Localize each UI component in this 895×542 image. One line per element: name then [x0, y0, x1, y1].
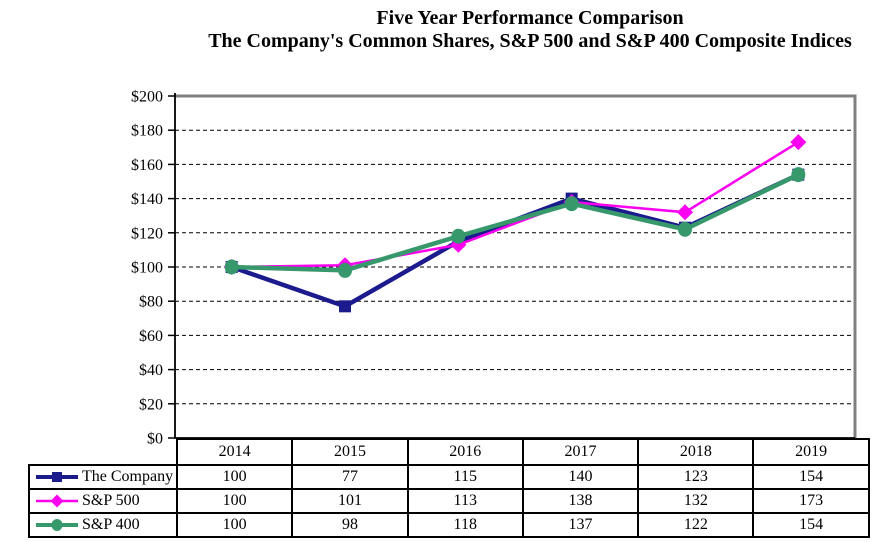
value-cell-s-p-500-2019: 173: [752, 488, 870, 514]
series-name-label: S&P 500: [82, 492, 140, 509]
value-cell-s-p-400-2017: 137: [521, 512, 640, 538]
series-marker-s-p-400: [678, 221, 692, 237]
value-cell-s-p-500-2015: 101: [291, 488, 409, 514]
legend-entry: S&P 500: [31, 492, 175, 510]
series-line-s-p-400: [231, 172, 800, 273]
series-marker-s-p-400: [338, 262, 352, 278]
legend-marker-shape: [52, 472, 62, 482]
value-cell-s-p-400-2016: 118: [406, 512, 524, 538]
y-axis-tick-label: $200: [131, 89, 163, 106]
value-cell-s-p-400-2019: 154: [752, 512, 870, 538]
series-name-label: S&P 400: [82, 516, 140, 533]
value-cell-s-p-500-2016: 113: [406, 488, 524, 514]
legend-entry: The Company: [31, 468, 175, 486]
year-header-cell: 2018: [637, 438, 755, 466]
y-axis-tick-label: $100: [131, 260, 163, 277]
value-cell-s-p-400-2014: 100: [175, 512, 294, 538]
series-row-the-company: The Company 100 77 115 140 123 154: [28, 464, 870, 490]
value-cell-s-p-500-2017: 138: [521, 488, 640, 514]
year-header-cell: 2014: [175, 438, 294, 466]
performance-data-table: 2014 2015 2016 2017 2018 2019 The Company 100 77…: [28, 438, 870, 538]
series-row-s-p-500: S&P 500 100 101 113 138 132 173: [28, 488, 870, 514]
table-corner-spacer: [29, 439, 177, 465]
series-marker-s-p-500: [677, 204, 693, 221]
value-cell-s-p-500-2014: 100: [175, 488, 294, 514]
value-cell-s-p-400-2018: 122: [637, 512, 755, 538]
legend-marker-shape: [51, 519, 63, 531]
y-axis-tick-label: $120: [131, 225, 163, 242]
year-header-cell: 2019: [752, 438, 870, 466]
series-row-s-p-400: S&P 400 100 98 118 137 122 154: [28, 512, 870, 538]
chart-title: Five Year Performance Comparison: [376, 7, 684, 29]
series-marker-s-p-400: [224, 259, 239, 275]
year-header-cell: 2015: [291, 438, 409, 466]
legend-square-marker-icon: [36, 472, 78, 482]
chart-subtitle: The Company's Common Shares, S&P 500 and…: [208, 30, 852, 52]
value-cell-s-p-500-2018: 132: [637, 488, 755, 514]
y-axis-tick-label: $160: [131, 157, 163, 174]
value-cell-the-company-2014: 100: [175, 464, 294, 490]
legend-diamond-marker-icon: [36, 494, 78, 508]
year-header-cell: 2016: [406, 438, 524, 466]
series-name-label: The Company: [82, 468, 174, 485]
value-cell-the-company-2016: 115: [406, 464, 524, 490]
legend-marker-shape: [50, 494, 64, 508]
year-header-row: 2014 2015 2016 2017 2018 2019: [29, 438, 870, 466]
value-cell-s-p-400-2015: 98: [291, 512, 409, 538]
legend-cell-s-p-400: S&P 400: [28, 512, 178, 538]
value-cell-the-company-2015: 77: [291, 464, 409, 490]
legend-circle-marker-icon: [36, 519, 78, 531]
series-line-s-p-500: [231, 141, 799, 269]
legend-entry: S&P 400: [31, 516, 175, 534]
series-marker-the-company: [339, 300, 351, 313]
value-cell-the-company-2018: 123: [637, 464, 755, 490]
series-marker-s-p-400: [564, 196, 579, 212]
value-cell-the-company-2017: 140: [521, 464, 640, 490]
year-header-cell: 2017: [521, 438, 640, 466]
y-axis-tick-label: $40: [139, 362, 163, 379]
y-axis-tick-label: $0: [147, 431, 163, 448]
legend-cell-the-company: The Company: [28, 464, 178, 490]
series-marker-s-p-400: [791, 167, 806, 183]
y-axis-tick-label: $20: [139, 396, 163, 413]
y-axis-tick-label: $80: [139, 294, 163, 311]
y-axis-tick-label: $140: [131, 191, 163, 208]
y-axis-tick-label: $60: [139, 328, 163, 345]
value-cell-the-company-2019: 154: [752, 464, 870, 490]
y-axis-tick-label: $180: [131, 123, 163, 140]
series-marker-s-p-500: [790, 134, 807, 151]
title-block: Five Year Performance Comparison The Com…: [165, 7, 895, 53]
legend-cell-s-p-500: S&P 500: [28, 488, 178, 514]
series-marker-s-p-400: [451, 228, 466, 244]
